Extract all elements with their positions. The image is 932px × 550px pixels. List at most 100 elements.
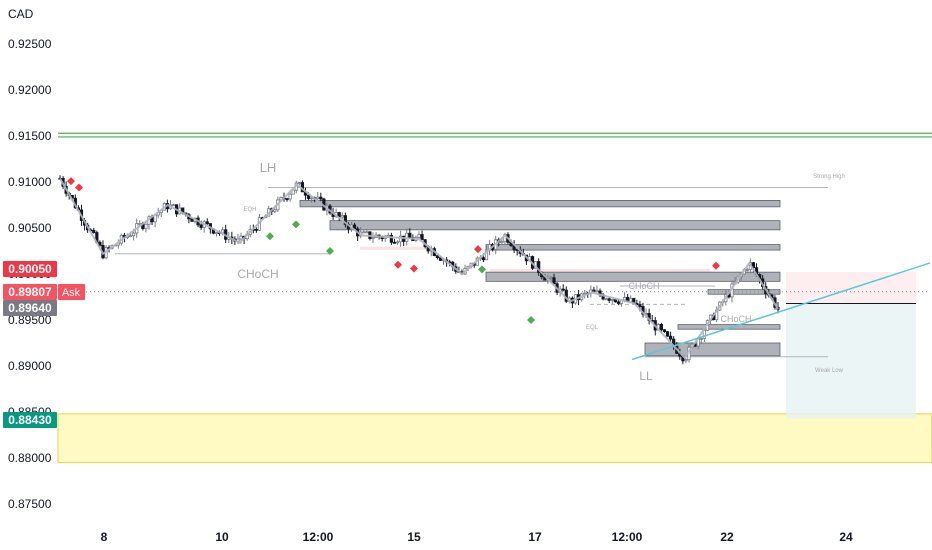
candle: [239, 235, 243, 240]
candle: [435, 255, 440, 258]
buy-signal-icon: [292, 220, 300, 229]
y-tick-label: 0.90500: [8, 221, 52, 235]
candle: [745, 269, 749, 271]
candle: [288, 193, 292, 200]
candle: [306, 194, 311, 200]
annotation-ll: LL: [639, 369, 653, 383]
candle: [638, 304, 642, 307]
sell-signal-icon: [75, 183, 83, 192]
swing-structure-line: [59, 177, 779, 360]
candle: [616, 301, 621, 304]
candle: [254, 228, 258, 231]
candle: [420, 234, 424, 241]
candle: [98, 241, 102, 246]
buy-signal-icon: [326, 247, 334, 255]
candle: [395, 241, 400, 244]
price-label-box: [3, 284, 57, 300]
candle: [549, 277, 553, 280]
price-label-text: 0.89640: [8, 301, 52, 315]
candle: [537, 261, 541, 273]
order-block: [707, 289, 781, 295]
order-block: [299, 199, 781, 208]
ask-tag: [58, 284, 85, 300]
annotation-eqh: EQH: [243, 207, 256, 213]
y-tick-label: 0.88000: [8, 451, 52, 465]
annotation-weak-low: Weak Low: [815, 368, 844, 374]
candle: [389, 235, 393, 243]
candle: [132, 232, 136, 237]
x-tick-label: 17: [528, 530, 542, 544]
candle: [297, 182, 301, 184]
candle: [484, 249, 489, 261]
sell-signal-icon: [394, 260, 402, 269]
sell-signal-icon: [67, 177, 75, 186]
y-tick-label: 0.89000: [8, 359, 52, 373]
candle: [319, 196, 323, 200]
candle: [629, 297, 633, 303]
annotation-choch: CHoCH: [720, 314, 751, 324]
x-tick-label: 12:00: [303, 530, 334, 544]
candle: [417, 234, 421, 238]
candle: [171, 204, 176, 207]
candle: [128, 235, 133, 238]
candle: [408, 232, 412, 239]
candle: [699, 337, 703, 340]
order-block: [485, 271, 781, 282]
take-profit-zone: [786, 303, 916, 419]
candle: [604, 298, 608, 301]
candle: [199, 224, 203, 228]
candle: [371, 237, 375, 240]
x-tick-label: 8: [101, 530, 108, 544]
price-label-box: [3, 412, 57, 428]
sell-signal-icon: [474, 245, 482, 254]
candle: [392, 241, 397, 244]
candle: [481, 257, 486, 261]
price-label-box: [3, 300, 57, 316]
candle: [592, 289, 596, 292]
candle: [285, 198, 289, 201]
candle: [291, 189, 295, 195]
candle: [552, 277, 556, 285]
currency-label: CAD: [8, 7, 34, 21]
annotation-strong-high: Strong High: [813, 174, 845, 180]
candle: [273, 209, 277, 212]
annotation-choch: CHoCH: [237, 267, 278, 281]
trendline[interactable]: [631, 262, 931, 361]
price-label-text: 0.90050: [8, 262, 52, 276]
candle: [340, 215, 344, 218]
x-tick-label: 24: [839, 530, 853, 544]
annotation-eql: EQL: [586, 325, 599, 331]
y-tick-label: 0.89500: [8, 313, 52, 327]
sell-signal-icon: [410, 264, 418, 273]
candle: [669, 335, 673, 340]
order-block: [485, 244, 781, 251]
buy-signal-icon: [527, 316, 535, 324]
buy-signal-icon: [478, 265, 486, 274]
candle: [365, 231, 369, 234]
annotation-choch: CHoCH: [628, 281, 659, 291]
y-tick-label: 0.87500: [8, 497, 52, 511]
candle: [214, 232, 219, 235]
candle: [398, 235, 403, 243]
x-tick-label: 10: [215, 530, 229, 544]
annotation-lh: LH: [260, 160, 277, 175]
candle: [595, 290, 599, 293]
candle: [561, 288, 565, 291]
price-label: 0.90050: [3, 261, 57, 277]
candle: [500, 241, 504, 244]
y-tick-label: 0.91000: [8, 175, 52, 189]
x-tick-label: 22: [720, 530, 734, 544]
y-tick-label: 0.92000: [8, 83, 52, 97]
candle: [610, 298, 614, 301]
candle: [362, 231, 366, 234]
buy-signal-icon: [266, 232, 274, 241]
price-label-text: 0.88430: [8, 413, 52, 427]
sell-signal-icon: [712, 261, 720, 270]
candle: [662, 329, 667, 333]
demand-zone: [57, 413, 932, 464]
ask-tag-text: Ask: [62, 287, 81, 299]
order-block: [329, 220, 781, 231]
candle: [684, 359, 688, 362]
candle: [751, 262, 756, 269]
